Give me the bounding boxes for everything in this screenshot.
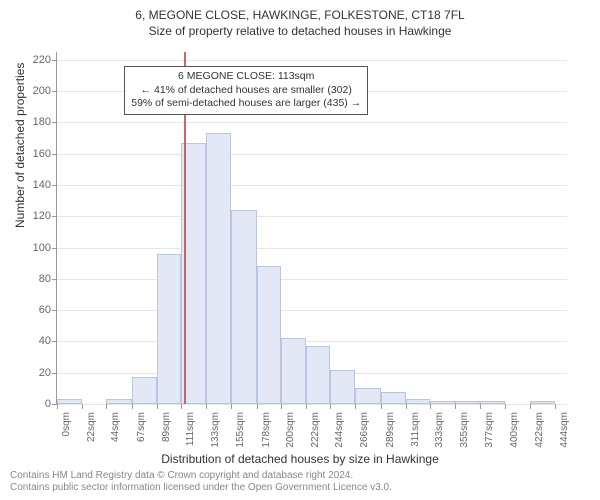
annot-line2: ← 41% of detached houses are smaller (30… [131, 84, 361, 98]
bar [430, 401, 455, 404]
x-tick-label: 222sqm [310, 412, 321, 448]
bar [257, 266, 282, 404]
title-sub: Size of property relative to detached ho… [0, 22, 600, 38]
gridline [57, 404, 567, 405]
bar [455, 401, 480, 404]
x-tick-mark [306, 404, 307, 409]
y-tick-mark [52, 216, 57, 217]
footer-line2: Contains public sector information licen… [10, 482, 392, 494]
x-tick-mark [330, 404, 331, 409]
bar [355, 388, 381, 404]
x-tick-mark [57, 404, 58, 409]
x-tick-label: 444sqm [559, 412, 570, 448]
x-tick-label: 44sqm [110, 412, 121, 442]
x-axis-title: Distribution of detached houses by size … [0, 452, 600, 466]
annot-line1: 6 MEGONE CLOSE: 113sqm [131, 70, 361, 84]
x-tick-mark [406, 404, 407, 409]
x-tick-label: 266sqm [359, 412, 370, 448]
x-tick-mark [455, 404, 456, 409]
y-tick-mark [52, 279, 57, 280]
bar [132, 377, 157, 404]
x-tick-label: 89sqm [161, 412, 172, 442]
y-tick-mark [52, 122, 57, 123]
footer: Contains HM Land Registry data © Crown c… [10, 470, 392, 494]
y-tick-mark [52, 60, 57, 61]
bar [381, 392, 406, 405]
y-tick-mark [52, 91, 57, 92]
x-tick-mark [530, 404, 531, 409]
x-tick-mark [181, 404, 182, 409]
bar [281, 338, 306, 404]
y-tick-mark [52, 248, 57, 249]
bar [231, 210, 257, 404]
x-tick-mark [505, 404, 506, 409]
x-tick-label: 244sqm [334, 412, 345, 448]
annotation-box: 6 MEGONE CLOSE: 113sqm ← 41% of detached… [124, 66, 368, 115]
bar [330, 370, 355, 404]
x-tick-mark [106, 404, 107, 409]
bar [157, 254, 182, 404]
bar [530, 401, 555, 404]
title-main: 6, MEGONE CLOSE, HAWKINGE, FOLKESTONE, C… [0, 0, 600, 22]
chart-container: 6, MEGONE CLOSE, HAWKINGE, FOLKESTONE, C… [0, 0, 600, 500]
x-tick-label: 111sqm [185, 412, 196, 446]
x-tick-mark [281, 404, 282, 409]
x-tick-mark [381, 404, 382, 409]
y-tick-mark [52, 341, 57, 342]
x-tick-label: 200sqm [285, 412, 296, 448]
x-tick-mark [157, 404, 158, 409]
bar [206, 133, 231, 404]
x-tick-label: 133sqm [210, 412, 221, 448]
bar [406, 399, 431, 404]
x-tick-label: 311sqm [410, 412, 421, 447]
bar [106, 399, 132, 404]
footer-line1: Contains HM Land Registry data © Crown c… [10, 470, 392, 482]
x-tick-mark [132, 404, 133, 409]
x-tick-mark [257, 404, 258, 409]
x-tick-label: 67sqm [136, 412, 147, 442]
x-tick-mark [555, 404, 556, 409]
x-tick-label: 355sqm [459, 412, 470, 448]
x-tick-mark [430, 404, 431, 409]
x-tick-mark [231, 404, 232, 409]
x-tick-mark [355, 404, 356, 409]
x-tick-label: 22sqm [86, 412, 97, 442]
bar [306, 346, 331, 404]
plot-area: 6 MEGONE CLOSE: 113sqm ← 41% of detached… [56, 52, 567, 405]
x-tick-mark [82, 404, 83, 409]
x-tick-label: 178sqm [261, 412, 272, 448]
x-tick-label: 400sqm [509, 412, 520, 448]
x-tick-label: 289sqm [385, 412, 396, 448]
annot-line3: 59% of semi-detached houses are larger (… [131, 97, 361, 111]
x-tick-label: 155sqm [235, 412, 246, 448]
bar [57, 399, 82, 404]
x-tick-label: 377sqm [484, 412, 495, 448]
y-tick-mark [52, 185, 57, 186]
x-tick-label: 0sqm [61, 412, 72, 436]
bar [480, 401, 506, 404]
y-tick-mark [52, 310, 57, 311]
y-tick-mark [52, 154, 57, 155]
x-tick-label: 422sqm [534, 412, 545, 448]
x-tick-label: 333sqm [434, 412, 445, 448]
x-tick-mark [480, 404, 481, 409]
y-axis-title: Number of detached properties [13, 63, 27, 228]
y-tick-mark [52, 373, 57, 374]
x-tick-mark [206, 404, 207, 409]
